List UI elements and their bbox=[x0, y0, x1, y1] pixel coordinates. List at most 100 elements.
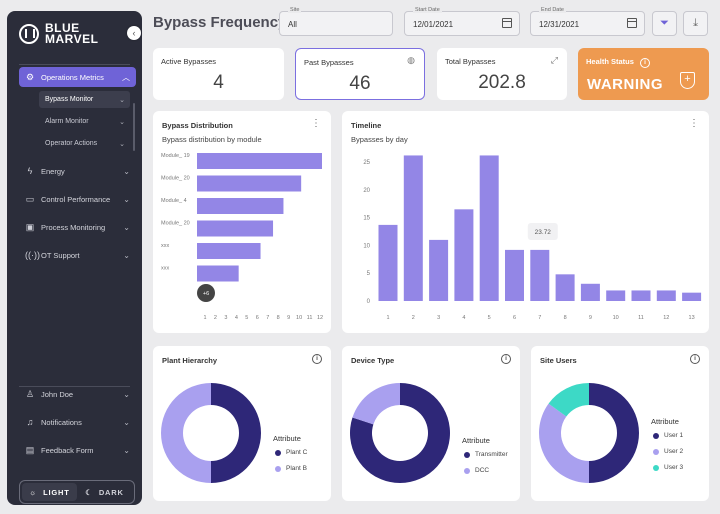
site-users-chart bbox=[539, 383, 639, 483]
chart-legend: Attribute User 1 User 2 User 3 bbox=[651, 417, 683, 480]
form-icon: ▤ bbox=[25, 444, 35, 455]
kpi-past-bypasses[interactable]: Past Bypasses ◍ 46 bbox=[295, 48, 425, 100]
legend-item: Plant B bbox=[275, 465, 307, 472]
sidebar-subitem-bypass-monitor[interactable]: Bypass Monitor ⌄ bbox=[39, 91, 130, 108]
bar bbox=[197, 153, 322, 169]
kpi-label: Past Bypasses bbox=[304, 58, 354, 67]
y-tick-label: 20 bbox=[363, 188, 370, 194]
card-title: Site Users bbox=[540, 356, 577, 365]
more-options-icon[interactable]: ⋮ bbox=[689, 118, 699, 129]
legend-dot bbox=[275, 449, 281, 456]
sidebar-collapse-button[interactable]: ‹ bbox=[127, 26, 141, 40]
site-users-card: Site Users i Attribute User 1 User 2 User … bbox=[531, 346, 709, 501]
sidebar-item-label: Energy bbox=[41, 166, 65, 176]
bar bbox=[505, 249, 524, 301]
legend-item: Transmitter bbox=[464, 451, 508, 458]
more-options-icon[interactable]: ⋮ bbox=[311, 118, 321, 129]
chevron-down-icon: ⌄ bbox=[123, 389, 130, 399]
filter-button[interactable]: ⏷ bbox=[652, 11, 677, 36]
sidebar: BLUE MARVEL ⚙ Operations Metrics ︿ Bypas… bbox=[7, 11, 142, 505]
download-button[interactable]: ⤓ bbox=[683, 11, 708, 36]
shield-plus-icon: + bbox=[680, 72, 695, 89]
logo[interactable]: BLUE MARVEL bbox=[19, 22, 98, 45]
x-tick-label: 4 bbox=[235, 315, 238, 321]
calendar-icon[interactable] bbox=[627, 18, 637, 28]
chevron-down-icon: ⌄ bbox=[123, 194, 130, 204]
card-subtitle: Bypass distribution by module bbox=[162, 135, 262, 144]
info-icon[interactable]: i bbox=[312, 354, 322, 364]
sidebar-item-process-monitoring[interactable]: ▣ Process Monitoring ⌄ bbox=[19, 217, 136, 237]
moon-icon: ☾ bbox=[85, 487, 93, 497]
y-tick-label: xxx bbox=[161, 266, 170, 272]
timeline-card: 0 5 10 15 20 25 1 2 3 4 5 6 7 8 9 10 11 12 13 23.72 Timelin… bbox=[342, 111, 709, 333]
y-tick-label: 25 bbox=[363, 160, 370, 166]
bar bbox=[682, 292, 702, 301]
y-tick-label: 15 bbox=[363, 216, 370, 222]
sidebar-subitem-operator-actions[interactable]: Operator Actions ⌄ bbox=[39, 135, 130, 152]
sun-icon: ☼ bbox=[29, 487, 38, 497]
slice bbox=[548, 383, 589, 417]
legend-dot bbox=[464, 467, 470, 474]
x-tick-label: 2 bbox=[412, 315, 415, 321]
sidebar-item-feedback-form[interactable]: ▤ Feedback Form ⌄ bbox=[19, 440, 136, 460]
legend-dot bbox=[653, 432, 659, 439]
chevron-down-icon: ⌄ bbox=[123, 166, 130, 176]
device-type-card: Device Type i Attribute Transmitter DCC bbox=[342, 346, 520, 501]
y-tick-label: 0 bbox=[367, 299, 371, 305]
chevron-down-icon: ⌄ bbox=[123, 417, 130, 427]
sidebar-subitem-label: Operator Actions bbox=[45, 140, 98, 147]
x-tick-label: 11 bbox=[307, 315, 313, 321]
sidebar-item-user[interactable]: ♙ John Doe ⌄ bbox=[19, 384, 136, 404]
chevron-down-icon: ⌄ bbox=[123, 250, 130, 260]
end-date-field[interactable]: End Date 12/31/2021 bbox=[530, 7, 645, 36]
sidebar-item-control-performance[interactable]: ▭ Control Performance ⌄ bbox=[19, 189, 136, 209]
bar bbox=[530, 249, 550, 301]
legend-item: User 2 bbox=[653, 448, 683, 455]
theme-light-button[interactable]: ☼ LIGHT bbox=[22, 483, 77, 501]
y-tick-label: Module_ 20 bbox=[161, 221, 190, 227]
sidebar-item-operations-metrics[interactable]: ⚙ Operations Metrics ︿ bbox=[19, 67, 136, 87]
x-tick-label: 12 bbox=[317, 315, 323, 321]
x-tick-label: 6 bbox=[256, 315, 259, 321]
chart-legend: Attribute Transmitter DCC bbox=[462, 436, 508, 483]
card-title: Plant Hierarchy bbox=[162, 356, 218, 365]
bar bbox=[454, 209, 474, 301]
theme-dark-button[interactable]: ☾ DARK bbox=[77, 483, 132, 501]
sidebar-item-notifications[interactable]: ♫ Notifications ⌄ bbox=[19, 412, 136, 432]
expand-icon[interactable]: ⤢ bbox=[550, 55, 558, 65]
legend-label: User 3 bbox=[664, 464, 684, 471]
slice bbox=[352, 383, 400, 425]
bar bbox=[197, 175, 302, 192]
info-icon[interactable]: i bbox=[690, 354, 700, 364]
info-icon[interactable]: i bbox=[501, 354, 511, 364]
legend-title: Attribute bbox=[651, 417, 679, 426]
sidebar-item-energy[interactable]: ϟ Energy ⌄ bbox=[19, 161, 136, 181]
sidebar-item-label: John Doe bbox=[41, 389, 74, 399]
x-tick-label: 5 bbox=[488, 315, 491, 321]
slice bbox=[539, 403, 589, 483]
device-type-chart bbox=[350, 383, 450, 483]
x-tick-label: 10 bbox=[296, 315, 302, 321]
sidebar-item-label: Feedback Form bbox=[41, 445, 94, 455]
sidebar-subitem-alarm-monitor[interactable]: Alarm Monitor ⌄ bbox=[39, 113, 130, 130]
chevron-down-icon: ⌄ bbox=[119, 140, 125, 148]
submenu-scrollbar[interactable] bbox=[133, 103, 135, 151]
sidebar-item-ot-support[interactable]: ((·)) OT Support ⌄ bbox=[19, 245, 136, 265]
kpi-value: 202.8 bbox=[478, 72, 526, 93]
logo-text: BLUE MARVEL bbox=[45, 22, 98, 45]
kpi-label: Health Status i bbox=[586, 57, 651, 68]
legend-item: Plant C bbox=[275, 449, 307, 456]
start-date-field[interactable]: Start Date 12/01/2021 bbox=[404, 7, 520, 36]
x-tick-label: 5 bbox=[245, 315, 248, 321]
bar bbox=[403, 155, 423, 301]
card-title: Timeline bbox=[351, 121, 382, 130]
info-icon[interactable]: i bbox=[640, 58, 651, 68]
site-select[interactable]: Site All bbox=[279, 7, 393, 36]
more-badge-label: +6 bbox=[203, 291, 209, 297]
x-tick-label: 8 bbox=[564, 315, 567, 321]
site-label: Site bbox=[288, 7, 302, 13]
card-title: Device Type bbox=[351, 356, 395, 365]
y-tick-label: xxx bbox=[161, 243, 170, 249]
calendar-icon[interactable] bbox=[502, 18, 512, 28]
